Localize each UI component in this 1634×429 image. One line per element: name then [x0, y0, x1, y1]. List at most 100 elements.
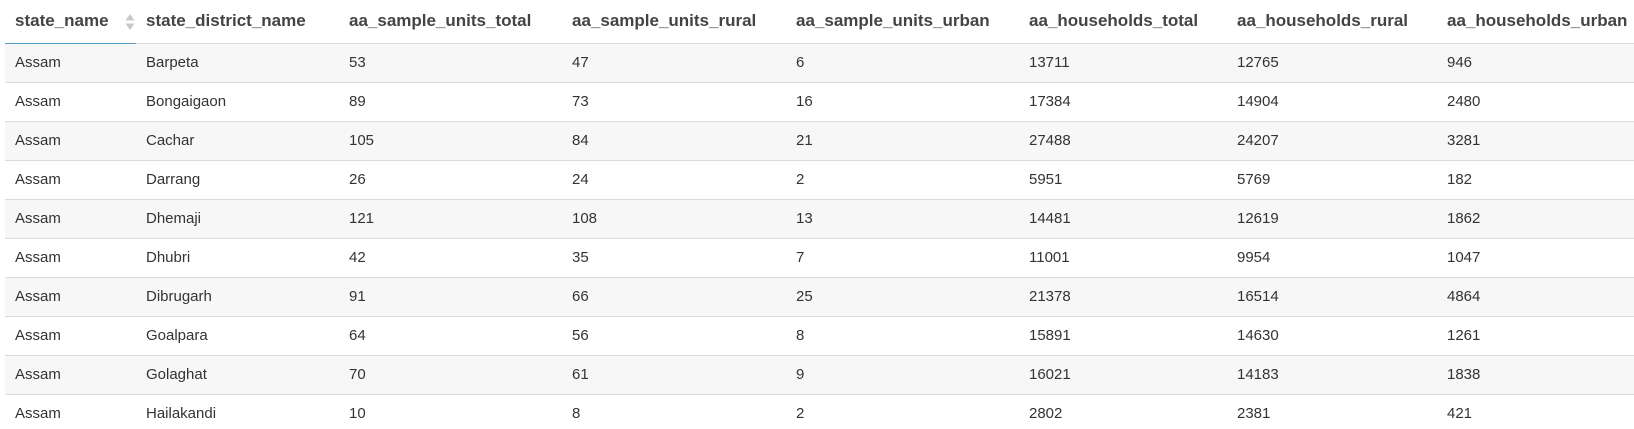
- table-row[interactable]: Assam Golaghat 70 61 9 16021 14183 1838: [5, 355, 1634, 395]
- table-cell-state-district-name: Bongaigaon: [136, 82, 339, 122]
- table-body: Assam Barpeta 53 47 6 13711 12765 946 Assam Bonga…: [5, 43, 1634, 429]
- column-header-aa-sample-units-rural[interactable]: aa_sample_units_rural: [562, 0, 786, 44]
- table-cell-aa-households-rural: 14630: [1227, 316, 1437, 356]
- table-cell-aa-households-urban: 1047: [1437, 238, 1634, 278]
- table-cell-aa-households-total: 16021: [1019, 355, 1227, 395]
- table-cell-aa-sample-units-rural: 84: [562, 121, 786, 161]
- table-cell-aa-households-rural: 24207: [1227, 121, 1437, 161]
- table-cell-aa-households-urban: 182: [1437, 160, 1634, 200]
- table-cell-aa-households-rural: 14183: [1227, 355, 1437, 395]
- table-cell-aa-sample-units-urban: 8: [786, 316, 1019, 356]
- table-row[interactable]: Assam Dhemaji 121 108 13 14481 12619 1862: [5, 199, 1634, 239]
- table-cell-aa-households-urban: 3281: [1437, 121, 1634, 161]
- table-cell-aa-sample-units-urban: 21: [786, 121, 1019, 161]
- table-cell-aa-sample-units-urban: 2: [786, 160, 1019, 200]
- column-header-aa-households-urban[interactable]: aa_households_urban: [1437, 0, 1634, 44]
- table-cell-aa-sample-units-total: 121: [339, 199, 562, 239]
- table-cell-state-name: Assam: [5, 277, 136, 317]
- table-row[interactable]: Assam Dhubri 42 35 7 11001 9954 1047: [5, 238, 1634, 278]
- table-row[interactable]: Assam Cachar 105 84 21 27488 24207 3281: [5, 121, 1634, 161]
- table-row[interactable]: Assam Goalpara 64 56 8 15891 14630 1261: [5, 316, 1634, 356]
- table-cell-aa-households-rural: 9954: [1227, 238, 1437, 278]
- table-cell-aa-sample-units-rural: 8: [562, 394, 786, 429]
- table-cell-aa-households-rural: 14904: [1227, 82, 1437, 122]
- table-cell-aa-sample-units-rural: 47: [562, 43, 786, 83]
- table-cell-state-name: Assam: [5, 82, 136, 122]
- table-cell-aa-households-urban: 4864: [1437, 277, 1634, 317]
- column-header-label: aa_households_urban: [1447, 11, 1628, 31]
- column-header-state-name[interactable]: state_name: [5, 0, 136, 44]
- table-cell-aa-sample-units-total: 91: [339, 277, 562, 317]
- table-cell-aa-sample-units-total: 89: [339, 82, 562, 122]
- table-cell-aa-households-urban: 1838: [1437, 355, 1634, 395]
- table-cell-aa-sample-units-rural: 56: [562, 316, 786, 356]
- table-cell-aa-sample-units-urban: 16: [786, 82, 1019, 122]
- column-header-label: aa_sample_units_total: [349, 11, 532, 31]
- table-cell-aa-households-urban: 421: [1437, 394, 1634, 429]
- table-row[interactable]: Assam Barpeta 53 47 6 13711 12765 946: [5, 43, 1634, 83]
- table-cell-aa-households-total: 21378: [1019, 277, 1227, 317]
- table-cell-aa-sample-units-rural: 108: [562, 199, 786, 239]
- table-cell-aa-households-total: 2802: [1019, 394, 1227, 429]
- column-header-label: state_name: [15, 11, 109, 31]
- table-cell-aa-households-urban: 2480: [1437, 82, 1634, 122]
- table-cell-aa-households-rural: 12619: [1227, 199, 1437, 239]
- table-cell-aa-households-urban: 946: [1437, 43, 1634, 83]
- table-cell-aa-sample-units-urban: 13: [786, 199, 1019, 239]
- column-header-aa-households-total[interactable]: aa_households_total: [1019, 0, 1227, 44]
- table-row[interactable]: Assam Hailakandi 10 8 2 2802 2381 421: [5, 394, 1634, 429]
- table-cell-state-district-name: Barpeta: [136, 43, 339, 83]
- column-header-label: state_district_name: [146, 11, 306, 31]
- table-cell-state-name: Assam: [5, 238, 136, 278]
- table-cell-state-name: Assam: [5, 121, 136, 161]
- table-cell-aa-sample-units-rural: 61: [562, 355, 786, 395]
- table-cell-aa-households-urban: 1261: [1437, 316, 1634, 356]
- table-cell-state-name: Assam: [5, 43, 136, 83]
- column-header-aa-sample-units-urban[interactable]: aa_sample_units_urban: [786, 0, 1019, 44]
- table-cell-aa-sample-units-total: 105: [339, 121, 562, 161]
- table-cell-aa-sample-units-urban: 2: [786, 394, 1019, 429]
- table-cell-state-name: Assam: [5, 355, 136, 395]
- table-cell-aa-households-total: 27488: [1019, 121, 1227, 161]
- table-cell-state-district-name: Darrang: [136, 160, 339, 200]
- table-row[interactable]: Assam Darrang 26 24 2 5951 5769 182: [5, 160, 1634, 200]
- table-cell-aa-sample-units-total: 26: [339, 160, 562, 200]
- column-header-label: aa_sample_units_rural: [572, 11, 757, 31]
- table-row[interactable]: Assam Bongaigaon 89 73 16 17384 14904 2480: [5, 82, 1634, 122]
- table-cell-state-district-name: Cachar: [136, 121, 339, 161]
- data-table: state_name state_district_name aa_sample…: [5, 0, 1634, 429]
- table-cell-aa-sample-units-urban: 7: [786, 238, 1019, 278]
- table-cell-aa-households-urban: 1862: [1437, 199, 1634, 239]
- table-cell-aa-sample-units-total: 53: [339, 43, 562, 83]
- table-cell-aa-sample-units-urban: 25: [786, 277, 1019, 317]
- table-cell-state-district-name: Dibrugarh: [136, 277, 339, 317]
- table-cell-aa-sample-units-total: 70: [339, 355, 562, 395]
- table-cell-aa-households-total: 14481: [1019, 199, 1227, 239]
- table-cell-aa-sample-units-rural: 66: [562, 277, 786, 317]
- column-header-state-district-name[interactable]: state_district_name: [136, 0, 339, 44]
- table-cell-aa-households-total: 5951: [1019, 160, 1227, 200]
- table-cell-aa-households-total: 17384: [1019, 82, 1227, 122]
- column-header-label: aa_households_rural: [1237, 11, 1409, 31]
- column-header-aa-households-rural[interactable]: aa_households_rural: [1227, 0, 1437, 44]
- sort-icon[interactable]: [125, 13, 135, 31]
- header-row: state_name state_district_name aa_sample…: [5, 0, 1634, 44]
- table-cell-state-name: Assam: [5, 199, 136, 239]
- table-cell-aa-households-total: 13711: [1019, 43, 1227, 83]
- table-cell-aa-sample-units-rural: 24: [562, 160, 786, 200]
- column-header-label: aa_sample_units_urban: [796, 11, 990, 31]
- table-cell-aa-households-rural: 12765: [1227, 43, 1437, 83]
- table-cell-aa-sample-units-total: 42: [339, 238, 562, 278]
- table-cell-aa-sample-units-total: 10: [339, 394, 562, 429]
- column-header-aa-sample-units-total[interactable]: aa_sample_units_total: [339, 0, 562, 44]
- table-cell-aa-sample-units-rural: 73: [562, 82, 786, 122]
- table-cell-aa-sample-units-urban: 9: [786, 355, 1019, 395]
- table-cell-aa-households-total: 11001: [1019, 238, 1227, 278]
- table-cell-state-district-name: Goalpara: [136, 316, 339, 356]
- table-row[interactable]: Assam Dibrugarh 91 66 25 21378 16514 4864: [5, 277, 1634, 317]
- table-cell-state-name: Assam: [5, 394, 136, 429]
- table-cell-state-district-name: Golaghat: [136, 355, 339, 395]
- table-cell-aa-sample-units-urban: 6: [786, 43, 1019, 83]
- table-cell-aa-sample-units-rural: 35: [562, 238, 786, 278]
